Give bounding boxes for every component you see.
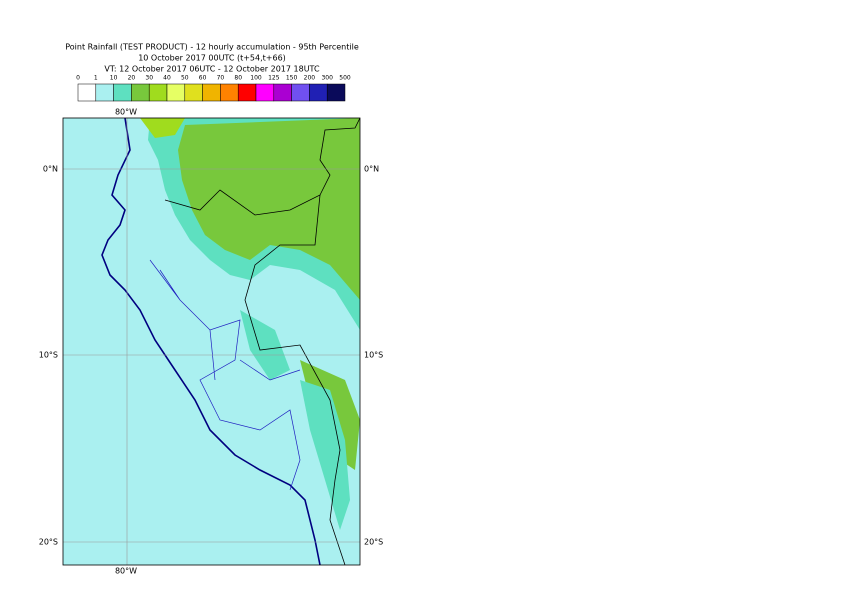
legend-swatch	[77, 83, 97, 102]
lat-label: 20°S	[39, 538, 58, 547]
rain-10	[300, 380, 350, 530]
regions	[149, 259, 301, 491]
rain-20	[178, 118, 360, 300]
legend-swatch	[95, 83, 114, 102]
legend-label: 300	[321, 75, 333, 82]
coastline	[101, 118, 321, 565]
legend-label: 20	[128, 75, 136, 82]
legend-swatch	[220, 83, 239, 102]
legend-swatch	[291, 83, 310, 102]
legend-label: 30	[145, 75, 153, 82]
legend-label: 70	[217, 75, 225, 82]
lat-label: 0°N	[43, 165, 58, 174]
legend-label: 60	[199, 75, 207, 82]
valid-time: VT: 12 October 2017 06UTC - 12 October 2…	[104, 65, 320, 74]
rain-10	[240, 310, 290, 380]
lon-label: 80°W	[115, 108, 137, 117]
legend-label: 1	[94, 75, 98, 82]
legend-label: 150	[286, 75, 298, 82]
legend-label: 125	[268, 75, 280, 82]
legend: 0 1 10 20 30 40 50 60 70 80 100 125 150 200 300 500	[76, 75, 351, 102]
lat-label: 0°N	[364, 165, 379, 174]
rain-30	[140, 118, 185, 138]
legend-label: 200	[304, 75, 316, 82]
legend-swatch	[326, 83, 346, 102]
legend-swatch	[237, 83, 257, 102]
issue-time: 10 October 2017 00UTC (t+54,t+66)	[138, 54, 286, 63]
legend-label: 50	[181, 75, 189, 82]
legend-swatch	[148, 83, 168, 102]
legend-swatch	[273, 83, 292, 102]
lat-label: 20°S	[364, 538, 383, 547]
legend-swatch	[309, 83, 328, 102]
legend-swatch	[166, 83, 186, 102]
legend-label: 10	[110, 75, 118, 82]
legend-label: 80	[234, 75, 242, 82]
legend-label: 0	[76, 75, 80, 82]
legend-swatch	[202, 83, 221, 102]
legend-label: 40	[163, 75, 171, 82]
legend-swatch	[113, 83, 132, 102]
frame	[62, 117, 361, 566]
legend-swatch	[131, 83, 150, 102]
legend-label: 500	[339, 75, 351, 82]
border	[244, 194, 346, 565]
title: Point Rainfall (TEST PRODUCT) - 12 hourl…	[65, 43, 359, 52]
legend-swatch	[184, 83, 203, 102]
map	[63, 118, 360, 565]
lat-label: 10°S	[364, 351, 383, 360]
legend-swatch	[255, 83, 275, 102]
lon-label: 80°W	[115, 567, 137, 576]
lat-label: 10°S	[39, 351, 58, 360]
legend-label: 100	[250, 75, 262, 82]
